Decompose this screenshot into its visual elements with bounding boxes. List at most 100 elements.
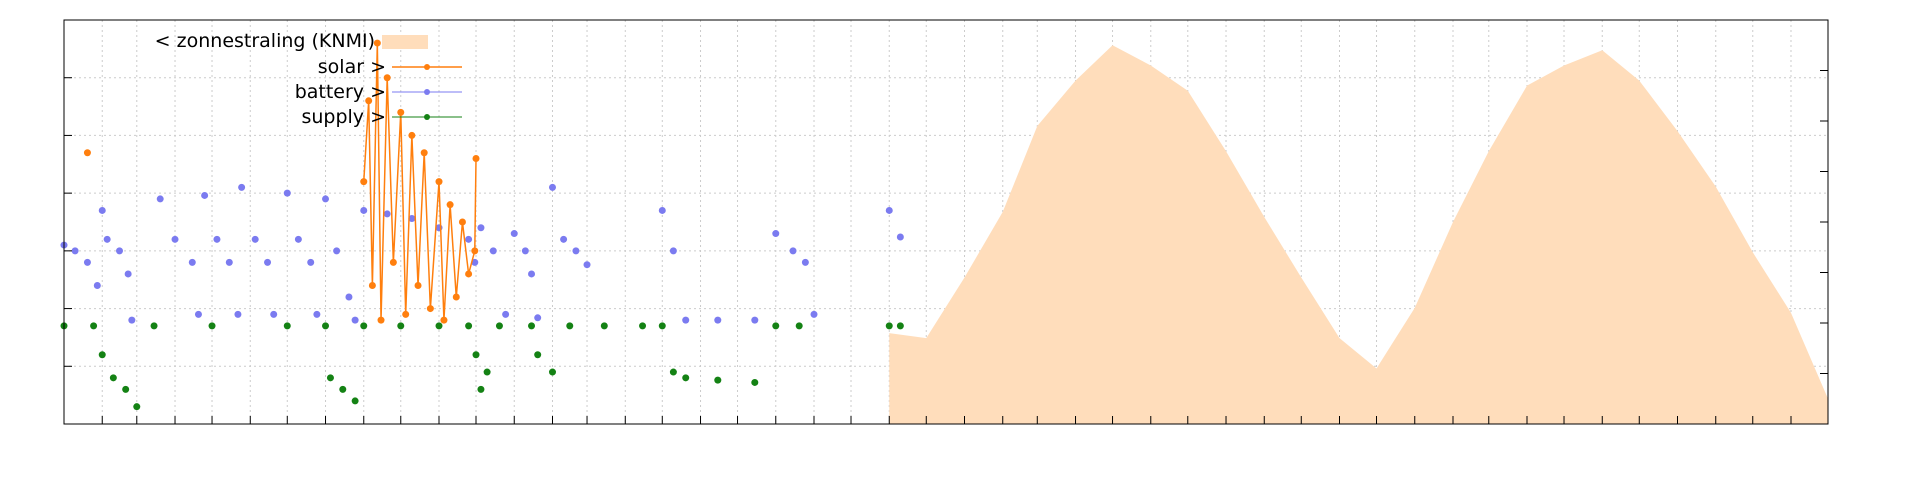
supply-point (472, 351, 480, 359)
solar-point (402, 310, 410, 318)
battery-point (810, 310, 818, 318)
battery-point (251, 235, 259, 243)
supply-point (360, 322, 368, 330)
battery-point (477, 224, 485, 232)
battery-point (238, 183, 246, 191)
battery-point (93, 281, 101, 289)
solar-point (368, 281, 376, 289)
battery-point (294, 235, 302, 243)
battery-point (471, 258, 479, 266)
battery-point (313, 310, 321, 318)
battery-point (801, 258, 809, 266)
battery-point (103, 235, 111, 243)
legend-marker-solar (424, 64, 430, 70)
y-axis-left (64, 19, 72, 425)
battery-point (789, 247, 797, 255)
battery-point (351, 316, 359, 324)
battery-point (345, 293, 353, 301)
battery-point (234, 310, 242, 318)
battery-point (360, 206, 368, 214)
battery-point (116, 247, 124, 255)
zonnestraling-area (889, 45, 1828, 424)
supply-point (534, 351, 542, 359)
battery-point (528, 270, 536, 278)
solar-point (446, 201, 454, 209)
battery-point (171, 235, 179, 243)
supply-point (795, 322, 803, 330)
supply-point (528, 322, 536, 330)
battery-point (489, 247, 497, 255)
y-axis-right (1820, 19, 1828, 425)
battery-point (283, 189, 291, 197)
solar-point (373, 39, 381, 47)
battery-point (213, 235, 221, 243)
legend-marker-supply (424, 114, 430, 120)
battery-point (383, 210, 391, 218)
supply-point (122, 385, 130, 393)
battery-point (548, 183, 556, 191)
battery-point (408, 215, 416, 223)
solar-point (465, 270, 473, 278)
battery-point (124, 270, 132, 278)
solar-point (414, 281, 422, 289)
supply-point (109, 374, 117, 382)
solar-point (435, 178, 443, 186)
battery-point (669, 247, 677, 255)
legend-label-battery: battery > (295, 81, 386, 103)
legend-label-zonnestraling: < zonnestraling (KNMI) (155, 30, 375, 52)
supply-point (600, 322, 608, 330)
supply-point (682, 374, 690, 382)
supply-point (477, 385, 485, 393)
solar-point (440, 316, 448, 324)
solar-point (452, 293, 460, 301)
battery-point (465, 235, 473, 243)
battery-point (714, 316, 722, 324)
supply-point (326, 374, 334, 382)
battery-point (885, 206, 893, 214)
supply-point (133, 403, 141, 411)
solar-point (408, 131, 416, 139)
supply-point (772, 322, 780, 330)
supply-point (669, 368, 677, 376)
solar-point (426, 305, 434, 313)
legend-marker-battery (424, 89, 430, 95)
supply-point (397, 322, 405, 330)
supply-point (435, 322, 443, 330)
battery-point (225, 258, 233, 266)
solar-point (458, 218, 466, 226)
series-marks (60, 39, 904, 411)
solar-point (471, 247, 479, 255)
battery-point (772, 230, 780, 238)
solar-point (365, 97, 373, 105)
x-axis (101, 416, 1829, 424)
supply-point (322, 322, 330, 330)
battery-point (98, 206, 106, 214)
supply-point (885, 322, 893, 330)
battery-point (128, 316, 136, 324)
solar-point (83, 149, 91, 157)
legend-swatch-zonnestraling (382, 35, 428, 49)
battery-point (534, 314, 542, 322)
battery-point (194, 310, 202, 318)
battery-point (322, 195, 330, 203)
supply-point (339, 385, 347, 393)
supply-point (566, 322, 574, 330)
supply-point (150, 322, 158, 330)
battery-point (572, 247, 580, 255)
solar-point (383, 74, 391, 82)
supply-point (208, 322, 216, 330)
solar-point (397, 108, 405, 116)
supply-point (548, 368, 556, 376)
battery-point (71, 247, 79, 255)
battery-point (896, 233, 904, 241)
battery-point (583, 261, 591, 269)
battery-point (333, 247, 341, 255)
supply-point (483, 368, 491, 376)
zonnestraling-area-path (889, 45, 1828, 424)
supply-point (351, 397, 359, 405)
solar-point (360, 178, 368, 186)
battery-point (307, 258, 315, 266)
battery-point (521, 247, 529, 255)
battery-point (751, 316, 759, 324)
